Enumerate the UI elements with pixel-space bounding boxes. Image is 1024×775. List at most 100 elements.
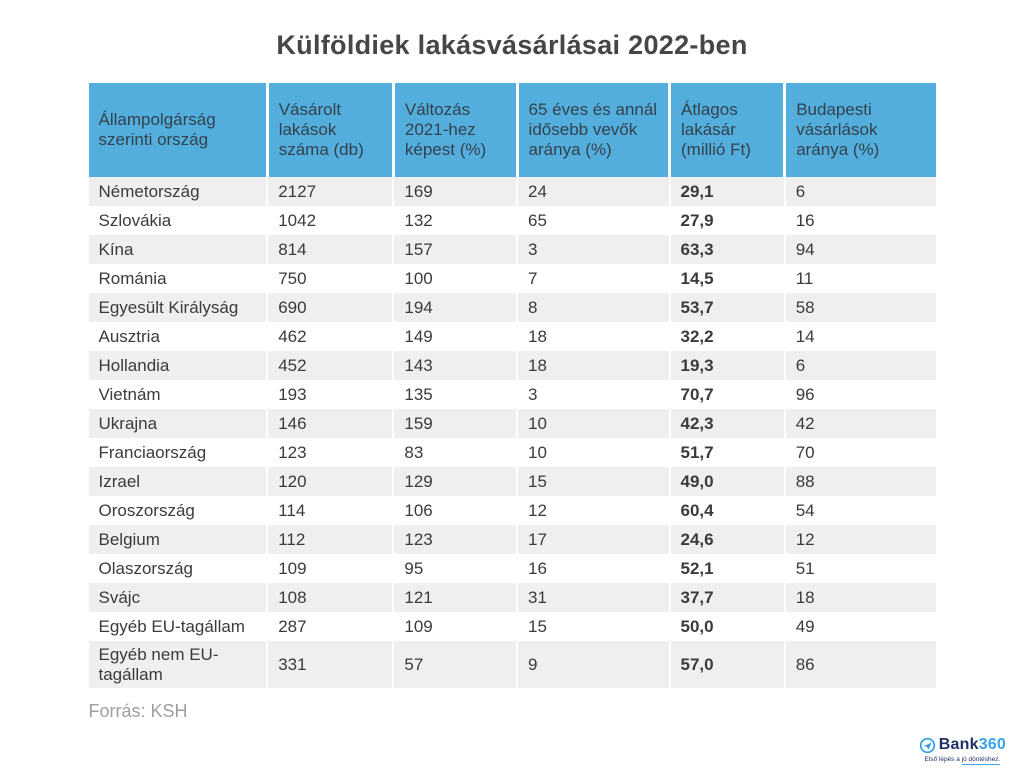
table-row: Hollandia 452 143 18 19,3 6 bbox=[88, 351, 936, 380]
value-cell: 8 bbox=[516, 293, 670, 322]
value-cell: 86 bbox=[783, 641, 936, 689]
value-cell: 65 bbox=[516, 206, 670, 235]
table-row: Oroszország 114 106 12 60,4 54 bbox=[88, 496, 936, 525]
brand-tagline: Első lépés a jó döntéshez. bbox=[924, 756, 1001, 765]
value-cell: 12 bbox=[783, 525, 936, 554]
country-cell: Izrael bbox=[88, 467, 268, 496]
country-cell: Franciaország bbox=[88, 438, 268, 467]
table-row: Ukrajna 146 159 10 42,3 42 bbox=[88, 409, 936, 438]
value-cell: 3 bbox=[516, 380, 670, 409]
value-cell: 51 bbox=[783, 554, 936, 583]
column-header: Átlagos lakásár (millió Ft) bbox=[667, 83, 785, 177]
value-cell: 146 bbox=[266, 409, 394, 438]
brand-logo: Bank360 Első lépés a jó döntéshez. bbox=[919, 736, 1006, 765]
column-header: Budapesti vásárlások aránya (%) bbox=[783, 83, 936, 177]
table-row: Egyéb EU-tagállam 287 109 15 50,0 49 bbox=[88, 612, 936, 641]
value-cell: 17 bbox=[516, 525, 670, 554]
value-cell: 95 bbox=[392, 554, 518, 583]
brand-name: Bank360 bbox=[939, 736, 1006, 754]
value-cell: 63,3 bbox=[668, 235, 785, 264]
brand-tagline-start: Első lépés a bbox=[924, 756, 962, 763]
value-cell: 37,7 bbox=[668, 583, 785, 612]
value-cell: 10 bbox=[516, 409, 670, 438]
value-cell: 31 bbox=[516, 583, 670, 612]
table-row: Belgium 112 123 17 24,6 12 bbox=[88, 525, 936, 554]
brand-logo-row: Bank360 bbox=[919, 736, 1006, 754]
value-cell: 287 bbox=[266, 612, 394, 641]
value-cell: 690 bbox=[266, 293, 394, 322]
value-cell: 109 bbox=[266, 554, 394, 583]
brand-name-360: 360 bbox=[978, 736, 1006, 753]
value-cell: 11 bbox=[783, 264, 936, 293]
value-cell: 57,0 bbox=[668, 641, 785, 689]
value-cell: 29,1 bbox=[668, 177, 785, 206]
table-row: Ausztria 462 149 18 32,2 14 bbox=[88, 322, 936, 351]
value-cell: 42,3 bbox=[668, 409, 785, 438]
table-row: Svájc 108 121 31 37,7 18 bbox=[88, 583, 936, 612]
value-cell: 49,0 bbox=[668, 467, 785, 496]
value-cell: 100 bbox=[392, 264, 518, 293]
value-cell: 6 bbox=[783, 351, 936, 380]
value-cell: 58 bbox=[783, 293, 936, 322]
value-cell: 9 bbox=[516, 641, 670, 689]
value-cell: 15 bbox=[516, 612, 670, 641]
value-cell: 27,9 bbox=[668, 206, 785, 235]
value-cell: 96 bbox=[783, 380, 936, 409]
value-cell: 143 bbox=[392, 351, 518, 380]
value-cell: 159 bbox=[392, 409, 518, 438]
country-cell: Ausztria bbox=[88, 322, 268, 351]
value-cell: 123 bbox=[392, 525, 518, 554]
column-header: Változás 2021-hez képest (%) bbox=[391, 83, 518, 177]
country-cell: Szlovákia bbox=[88, 206, 268, 235]
value-cell: 194 bbox=[392, 293, 518, 322]
value-cell: 51,7 bbox=[668, 438, 785, 467]
value-cell: 14 bbox=[783, 322, 936, 351]
value-cell: 60,4 bbox=[668, 496, 785, 525]
compass-arrow-icon bbox=[919, 737, 935, 753]
table-row: Olaszország 109 95 16 52,1 51 bbox=[88, 554, 936, 583]
value-cell: 10 bbox=[516, 438, 670, 467]
value-cell: 2127 bbox=[266, 177, 394, 206]
table-row: Egyesült Királyság 690 194 8 53,7 58 bbox=[88, 293, 936, 322]
country-cell: Vietnám bbox=[88, 380, 268, 409]
value-cell: 121 bbox=[392, 583, 518, 612]
value-cell: 83 bbox=[392, 438, 518, 467]
value-cell: 3 bbox=[516, 235, 670, 264]
value-cell: 14,5 bbox=[668, 264, 785, 293]
table-header-row: Állampolgárság szerinti ország Vásárolt l… bbox=[88, 83, 936, 177]
value-cell: 114 bbox=[266, 496, 394, 525]
value-cell: 169 bbox=[392, 177, 518, 206]
value-cell: 6 bbox=[783, 177, 936, 206]
value-cell: 70 bbox=[783, 438, 936, 467]
value-cell: 24,6 bbox=[668, 525, 785, 554]
country-cell: Egyesült Királyság bbox=[88, 293, 268, 322]
country-cell: Egyéb nem EU-tagállam bbox=[88, 641, 268, 689]
country-cell: Románia bbox=[88, 264, 268, 293]
value-cell: 12 bbox=[516, 496, 670, 525]
country-cell: Egyéb EU-tagállam bbox=[88, 612, 268, 641]
column-header: Vásárolt lakások száma (db) bbox=[265, 83, 394, 177]
value-cell: 52,1 bbox=[668, 554, 785, 583]
value-cell: 54 bbox=[783, 496, 936, 525]
value-cell: 16 bbox=[516, 554, 670, 583]
table-row: Vietnám 193 135 3 70,7 96 bbox=[88, 380, 936, 409]
table-row: Németország 2127 169 24 29,1 6 bbox=[88, 177, 936, 206]
table-row: Izrael 120 129 15 49,0 88 bbox=[88, 467, 936, 496]
source-note: Forrás: KSH bbox=[88, 701, 188, 722]
value-cell: 94 bbox=[783, 235, 936, 264]
value-cell: 50,0 bbox=[668, 612, 785, 641]
value-cell: 112 bbox=[266, 525, 394, 554]
brand-tagline-underlined: jó döntéshez. bbox=[961, 756, 1001, 765]
value-cell: 135 bbox=[392, 380, 518, 409]
value-cell: 157 bbox=[392, 235, 518, 264]
value-cell: 18 bbox=[516, 322, 670, 351]
country-cell: Svájc bbox=[88, 583, 268, 612]
value-cell: 16 bbox=[783, 206, 936, 235]
table-row: Egyéb nem EU-tagállam 331 57 9 57,0 86 bbox=[88, 641, 936, 689]
column-header: Állampolgárság szerinti ország bbox=[88, 83, 268, 177]
value-cell: 462 bbox=[266, 322, 394, 351]
column-header: 65 éves és annál idősebb vevők aránya (%… bbox=[515, 83, 670, 177]
brand-name-bank: Bank bbox=[938, 736, 979, 753]
value-cell: 1042 bbox=[266, 206, 394, 235]
